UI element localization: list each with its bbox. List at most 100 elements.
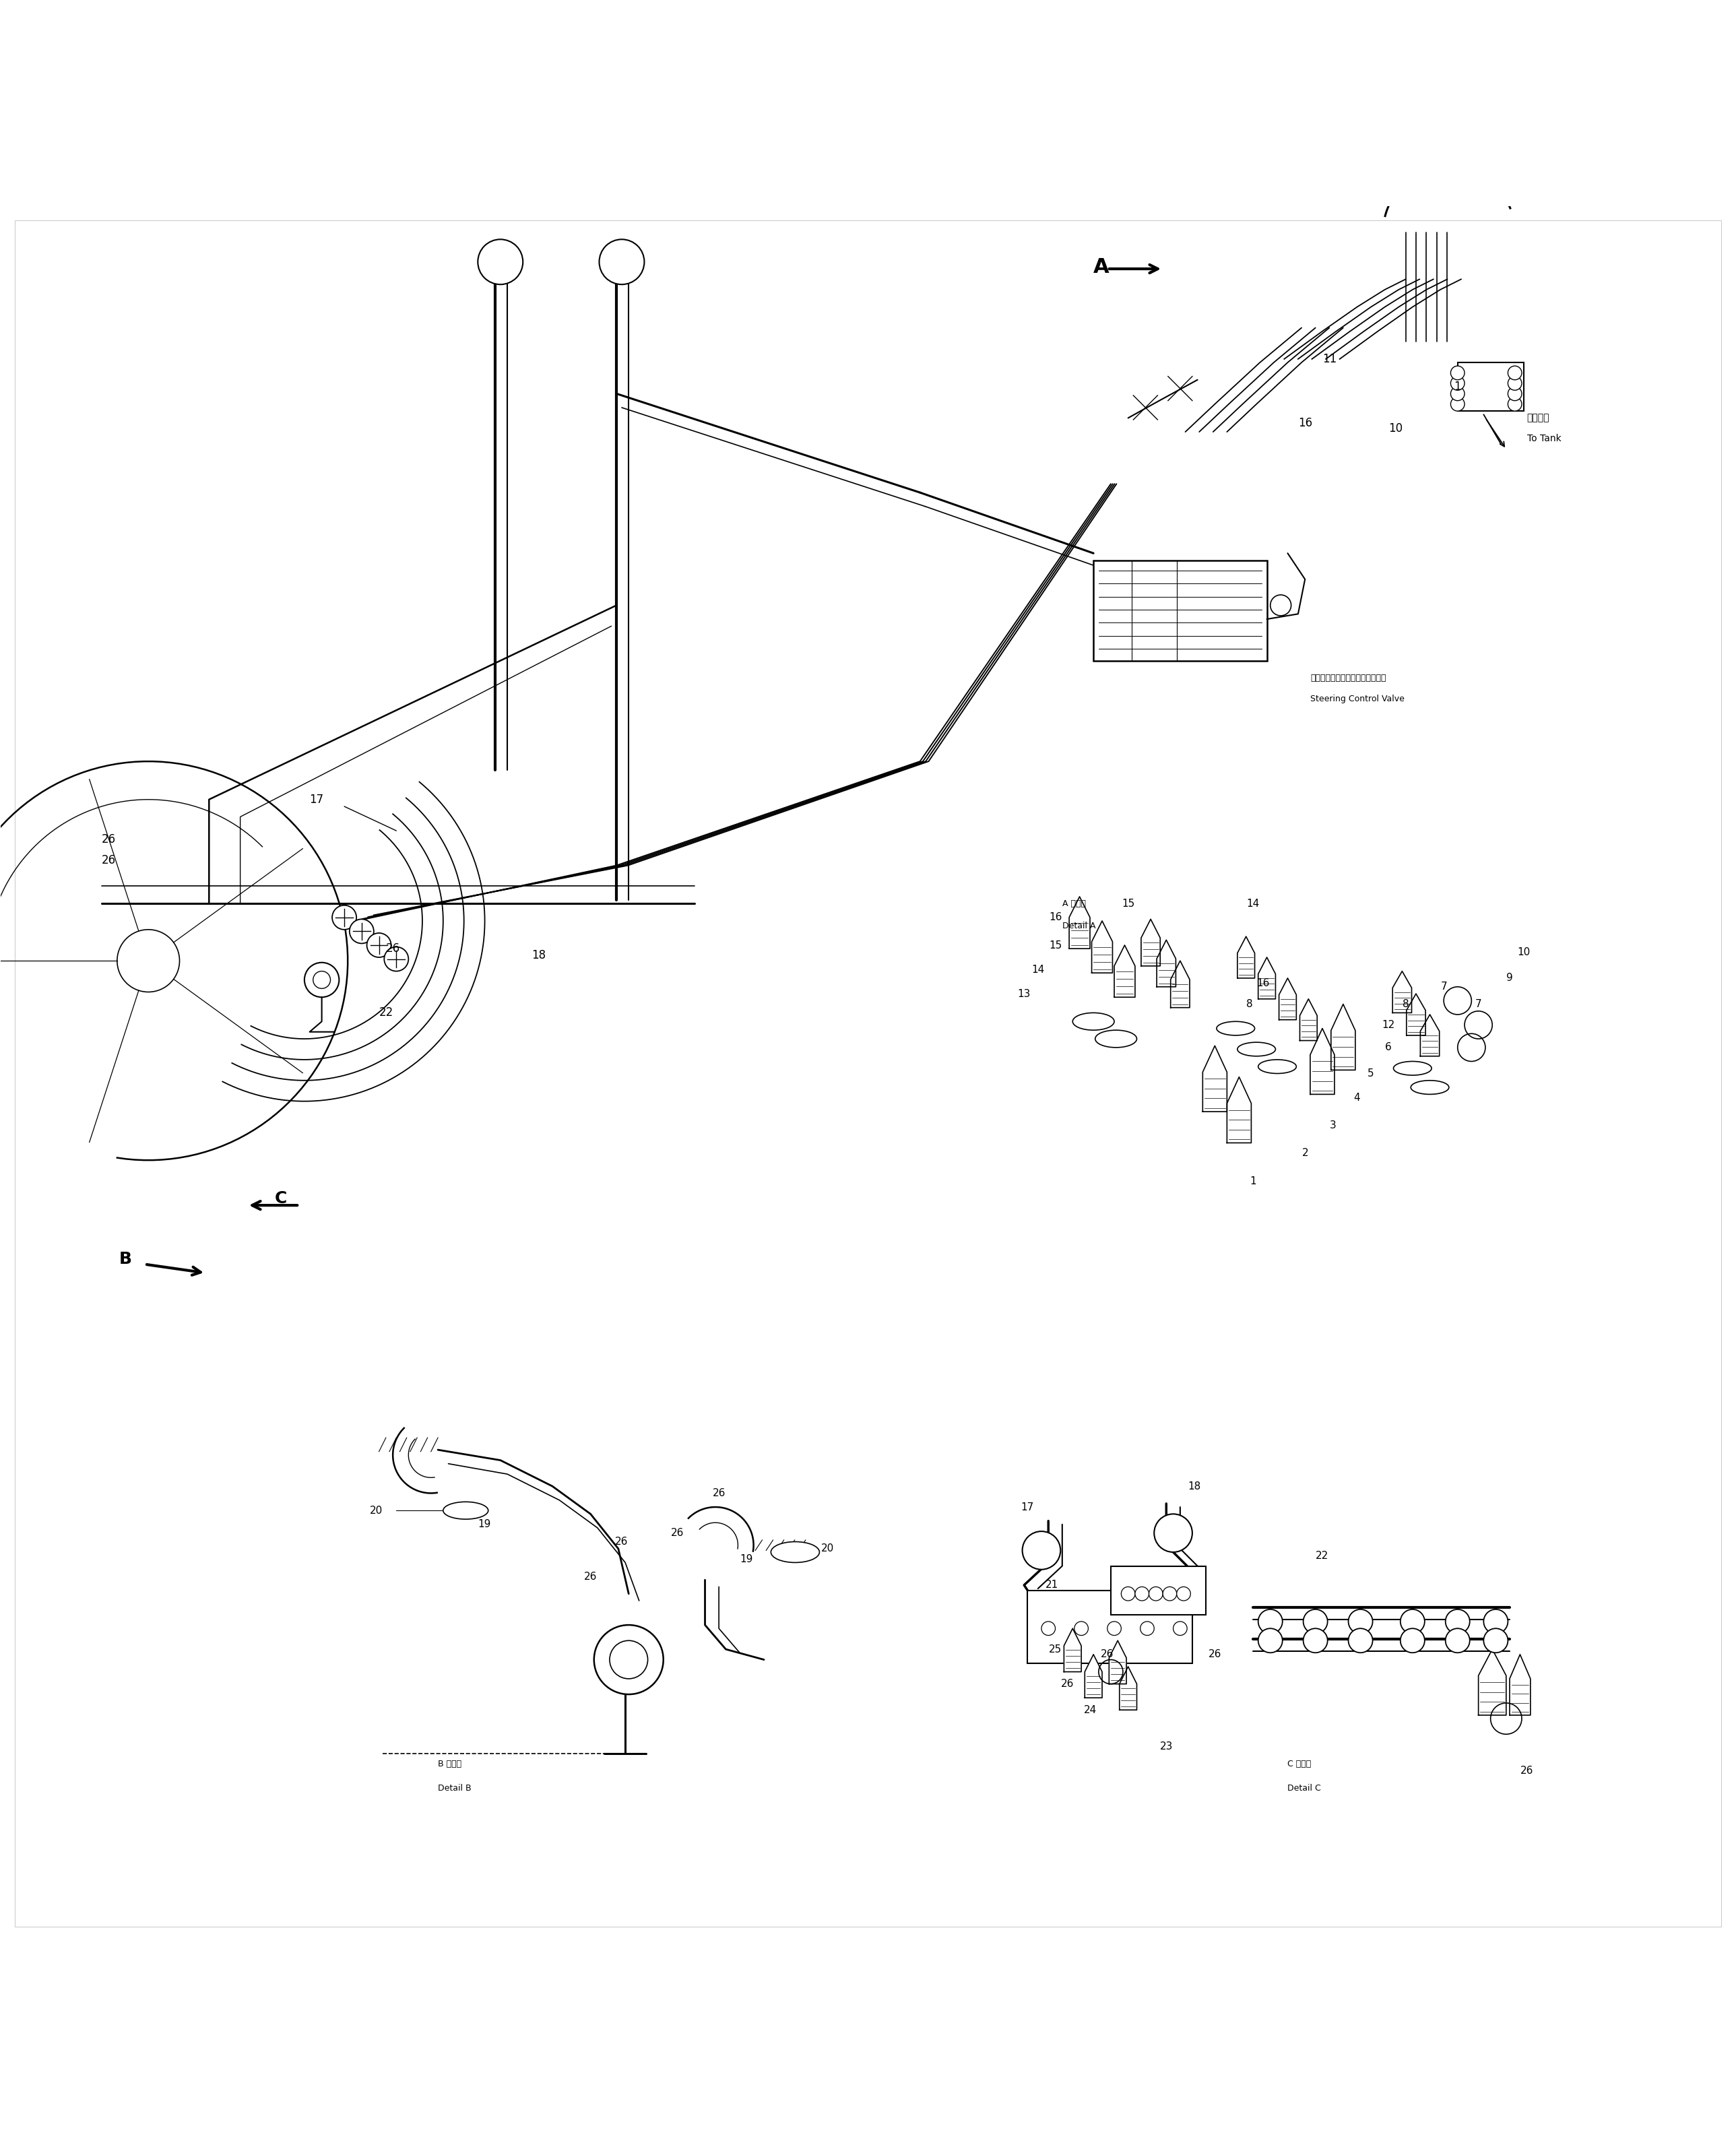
Text: C 詳細図: C 詳細図 (1288, 1758, 1311, 1769)
Polygon shape (1120, 1666, 1137, 1709)
Text: 22: 22 (378, 1007, 394, 1020)
Text: Detail B: Detail B (437, 1784, 472, 1793)
Ellipse shape (1095, 1031, 1137, 1048)
Circle shape (1259, 1627, 1283, 1653)
Circle shape (1135, 1587, 1149, 1602)
Text: To Tank: To Tank (1528, 434, 1561, 444)
Text: 17: 17 (1021, 1503, 1035, 1511)
Text: A 詳細図: A 詳細図 (1062, 900, 1085, 908)
Circle shape (1349, 1610, 1373, 1634)
Text: 26: 26 (1061, 1679, 1075, 1690)
Circle shape (349, 919, 373, 943)
Text: 7: 7 (1476, 998, 1481, 1009)
Polygon shape (1069, 897, 1090, 949)
Text: 16: 16 (1049, 912, 1062, 923)
Circle shape (1163, 1587, 1177, 1602)
Circle shape (599, 238, 644, 283)
Circle shape (1446, 1627, 1470, 1653)
Circle shape (1149, 1587, 1163, 1602)
Circle shape (1509, 376, 1522, 391)
Text: 12: 12 (1382, 1020, 1394, 1031)
Bar (1094, 560, 1267, 661)
Text: 17: 17 (309, 794, 325, 805)
Text: 18: 18 (531, 949, 545, 962)
Text: 23: 23 (1160, 1741, 1174, 1752)
Circle shape (1401, 1610, 1425, 1634)
Text: 16: 16 (1299, 417, 1312, 429)
Circle shape (1451, 386, 1465, 401)
Text: B 詳細図: B 詳細図 (437, 1758, 462, 1769)
Polygon shape (1170, 960, 1189, 1007)
Text: 5: 5 (1368, 1069, 1375, 1078)
Circle shape (609, 1640, 648, 1679)
Circle shape (1304, 1627, 1328, 1653)
Polygon shape (1227, 1078, 1252, 1142)
Text: 9: 9 (1507, 973, 1512, 983)
Text: ステアリングコントロールバルブ: ステアリングコントロールバルブ (1311, 674, 1385, 683)
Text: Detail C: Detail C (1288, 1784, 1321, 1793)
Ellipse shape (771, 1542, 819, 1563)
Text: 18: 18 (1187, 1481, 1201, 1492)
Text: 26: 26 (1208, 1649, 1222, 1660)
Text: 13: 13 (1017, 988, 1031, 998)
Circle shape (1451, 376, 1465, 391)
Text: 11: 11 (1323, 352, 1337, 365)
Text: 3: 3 (1330, 1121, 1337, 1131)
Polygon shape (1092, 921, 1113, 973)
Circle shape (1141, 1621, 1154, 1636)
Text: 10: 10 (1517, 947, 1529, 958)
Text: 25: 25 (1049, 1645, 1062, 1655)
Text: 10: 10 (1389, 423, 1403, 434)
Polygon shape (1141, 919, 1160, 966)
Polygon shape (1332, 1005, 1356, 1069)
Bar (1111, 1565, 1207, 1615)
Polygon shape (1510, 1655, 1531, 1715)
Circle shape (1023, 1531, 1061, 1569)
Text: 15: 15 (1121, 897, 1135, 908)
Polygon shape (1392, 970, 1411, 1013)
Text: 26: 26 (670, 1529, 684, 1537)
Polygon shape (1238, 936, 1255, 979)
Circle shape (1484, 1610, 1509, 1634)
Circle shape (1401, 1627, 1425, 1653)
Polygon shape (1064, 1627, 1082, 1673)
Circle shape (304, 962, 339, 996)
Text: 14: 14 (1031, 964, 1045, 975)
Circle shape (1174, 1621, 1187, 1636)
Ellipse shape (1217, 1022, 1255, 1035)
Polygon shape (1085, 1655, 1102, 1698)
Polygon shape (1420, 1016, 1439, 1056)
Ellipse shape (1073, 1013, 1115, 1031)
Text: 26: 26 (101, 855, 116, 865)
Text: 26: 26 (101, 833, 116, 846)
Text: 1: 1 (1455, 380, 1462, 393)
Polygon shape (1479, 1649, 1507, 1715)
Ellipse shape (443, 1503, 488, 1520)
Text: 22: 22 (1316, 1550, 1328, 1561)
Text: B: B (118, 1252, 132, 1267)
Polygon shape (1311, 1028, 1335, 1095)
Text: 19: 19 (740, 1554, 753, 1565)
Text: 26: 26 (615, 1537, 628, 1546)
Text: 21: 21 (1045, 1580, 1059, 1591)
Circle shape (1484, 1627, 1509, 1653)
Text: 2: 2 (1302, 1149, 1309, 1159)
Circle shape (594, 1625, 663, 1694)
Text: 24: 24 (1083, 1705, 1097, 1715)
Polygon shape (1115, 945, 1135, 996)
Text: 16: 16 (1257, 979, 1271, 988)
Ellipse shape (1259, 1061, 1297, 1074)
Text: 26: 26 (1101, 1649, 1115, 1660)
Text: タンクへ: タンクへ (1528, 412, 1550, 423)
Circle shape (1509, 397, 1522, 410)
Text: 8: 8 (1403, 998, 1410, 1009)
Ellipse shape (1238, 1041, 1276, 1056)
Text: 26: 26 (385, 943, 399, 955)
Text: Detail A: Detail A (1062, 921, 1095, 930)
Text: 8: 8 (1246, 998, 1253, 1009)
Circle shape (1075, 1621, 1088, 1636)
Text: 26: 26 (712, 1488, 726, 1499)
Polygon shape (1300, 998, 1318, 1041)
Text: A: A (1094, 258, 1109, 277)
Text: 26: 26 (1521, 1765, 1533, 1776)
